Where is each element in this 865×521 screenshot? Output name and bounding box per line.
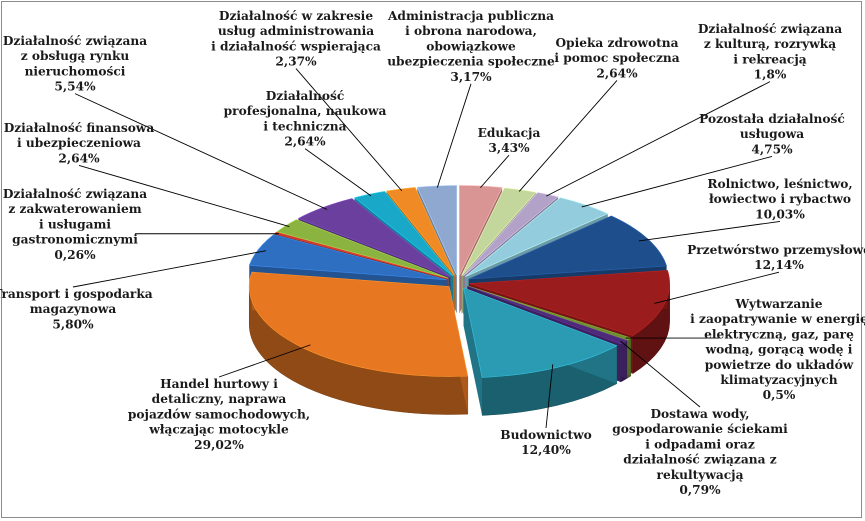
slice-label-9: Handel hurtowy i detaliczny, naprawa pojaz… [128,377,310,452]
slice-label-11: Działalność związana z zakwaterowaniem i u… [3,187,147,262]
slice-top-2 [462,192,559,277]
slice-labels: Edukacja 3,43% Opieka zdrowotna i pomoc spo… [0,9,865,497]
slice-top-16 [416,185,458,276]
slice-top-10 [248,234,447,281]
slice-8 [463,287,618,416]
leader-line-15 [295,68,403,192]
leader-line-16 [436,83,472,188]
slice-top-7 [467,285,628,345]
slice-label-13: Działalność związana z obsługą rynku nieru… [3,34,147,94]
leader-line-7 [620,340,701,408]
leader-line-13 [74,93,328,210]
leader-line-14 [304,148,372,197]
slice-wall-8-1 [463,287,483,416]
slice-top-5 [469,270,670,336]
slice-label-14: Działalność profesjonalna, naukowa i techn… [224,89,387,149]
slice-label-10: Transport i gospodarka magazynowa 5,80% [0,287,153,331]
leader-line-12 [78,164,290,227]
slice-9 [248,271,469,415]
leader-lines [72,68,781,429]
leader-line-2 [546,81,771,197]
leader-line-9 [218,344,311,378]
slice-label-5: Przetwórstwo przemysłowe 12,14% [687,243,865,272]
slice-label-2: Działalność związana z kulturą, rozrywką i… [698,22,842,82]
leader-line-8 [545,364,554,429]
pie-slices [248,185,670,416]
leader-line-0 [480,154,510,189]
leader-line-5 [654,271,780,304]
slice-label-6: Wytwarzanie i zaopatrywanie w energię elek… [690,297,865,402]
slice-top-4 [468,215,668,280]
slice-top-3 [465,197,609,277]
slice-label-1: Opieka zdrowotna i pomoc społeczna 2,64% [554,36,679,80]
slice-label-8: Budownictwo 12,40% [500,428,591,457]
slice-label-15: Działalność w zakresie usług administrowa… [211,9,381,69]
leader-line-1 [518,80,618,192]
slice-top-8 [463,287,618,378]
slice-label-4: Rolnictwo, leśnictwo, łowiectwo i rybactw… [707,177,852,221]
slice-label-0: Edukacja 3,43% [478,126,541,155]
slice-top-9 [248,271,469,377]
leader-line-4 [638,220,781,242]
slice-label-16: Administracja publiczna i obrona narodowa… [387,9,555,84]
leader-line-3 [581,155,773,208]
slice-label-7: Dostawa wody, gospodarowanie ściekami i od… [612,407,788,497]
leader-line-10 [72,250,266,288]
slice-top-0 [458,185,503,276]
slice-label-3: Pozostała działalność usługowa 4,75% [699,112,845,156]
slice-label-12: Działalność finansowa i ubezpieczeniowa 2,… [4,121,155,165]
